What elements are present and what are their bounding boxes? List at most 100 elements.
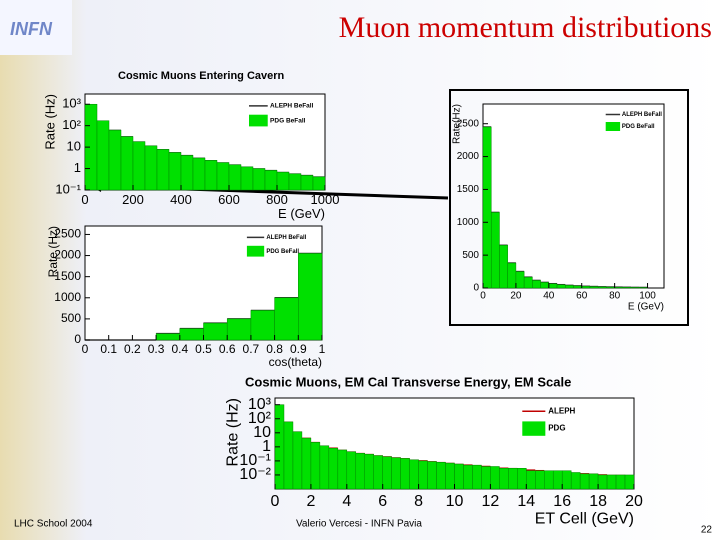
histogram-bar xyxy=(639,287,648,289)
histogram-bar xyxy=(589,286,599,289)
histogram-bar xyxy=(565,285,574,289)
x-tick-label: 6 xyxy=(378,493,387,510)
x-tick-label: 0.2 xyxy=(124,342,141,356)
histogram-bar xyxy=(264,170,278,191)
x-tick-label: 0.7 xyxy=(243,342,260,356)
y-tick-label: 2000 xyxy=(54,248,81,262)
y-tick-label: 1000 xyxy=(457,217,480,228)
histogram-bar xyxy=(490,466,500,490)
page-number: 22 xyxy=(701,525,713,536)
histogram-bar xyxy=(427,461,437,490)
histogram-bar xyxy=(454,463,464,490)
histogram-bar xyxy=(597,474,608,490)
y-tick-label: 10³ xyxy=(62,96,81,111)
histogram-bar xyxy=(570,472,581,490)
y-tick-label: 10⁻¹ xyxy=(55,181,81,196)
histogram-bar xyxy=(228,164,242,191)
y-tick-label: 10⁻² xyxy=(239,466,271,483)
histogram-bar xyxy=(615,474,626,490)
y-axis-label: Rate (Hz) xyxy=(43,94,58,150)
histogram-bar xyxy=(180,155,194,191)
histogram-bar xyxy=(364,453,374,490)
histogram-bar xyxy=(418,460,428,490)
histogram-bar xyxy=(532,280,541,289)
histogram-bar xyxy=(108,129,122,191)
x-tick-label: 12 xyxy=(482,493,500,510)
histogram-bar xyxy=(155,333,181,341)
histogram-bar xyxy=(240,166,254,191)
x-tick-label: 2 xyxy=(306,493,315,510)
legend-label: ALEPH BeFall xyxy=(270,103,314,110)
histogram-bar xyxy=(179,328,204,341)
x-tick-label: 60 xyxy=(576,291,588,302)
x-tick-label: 0.3 xyxy=(148,342,165,356)
histogram-bar xyxy=(535,470,545,490)
histogram-bar xyxy=(409,459,419,490)
y-tick-label: 2000 xyxy=(457,151,480,162)
y-tick-label: 1500 xyxy=(457,184,480,195)
x-tick-label: 4 xyxy=(342,493,351,510)
x-tick-label: 0.1 xyxy=(100,342,117,356)
x-tick-label: 18 xyxy=(589,493,607,510)
footer-left: LHC School 2004 xyxy=(14,519,93,530)
legend-swatch xyxy=(605,122,621,131)
x-tick-label: 20 xyxy=(510,291,522,302)
histogram-bar xyxy=(552,470,563,490)
y-tick-label: 1 xyxy=(74,160,81,175)
x-tick-label: 0 xyxy=(82,342,89,356)
histogram-bar xyxy=(292,431,303,490)
legend-label: ALEPH xyxy=(548,406,575,415)
x-tick-label: 600 xyxy=(218,192,240,207)
histogram-bar xyxy=(481,466,491,490)
histogram-bar xyxy=(319,445,330,490)
x-tick-label: 0.4 xyxy=(171,342,188,356)
histogram-bar xyxy=(540,282,550,289)
x-tick-label: 0.5 xyxy=(195,342,212,356)
legend-label: PDG BeFall xyxy=(270,117,306,124)
histogram-bar xyxy=(252,168,266,191)
histogram-bar xyxy=(499,467,509,490)
y-axis-label: Rate(Hz) xyxy=(452,104,463,144)
x-tick-label: 16 xyxy=(553,493,571,510)
histogram-bar xyxy=(463,464,473,490)
histogram-bar xyxy=(499,245,508,289)
histogram-bar xyxy=(523,276,533,289)
x-tick-label: 100 xyxy=(639,291,656,302)
histogram-bar xyxy=(283,421,294,490)
highlight-box xyxy=(449,89,689,326)
x-tick-label: 0 xyxy=(480,291,486,302)
histogram-bar xyxy=(168,152,182,191)
y-tick-label: 10 xyxy=(253,424,271,441)
y-tick-label: 500 xyxy=(462,250,479,261)
x-tick-label: 1000 xyxy=(311,192,340,207)
y-tick-label: 10 xyxy=(67,139,81,154)
histogram-bar xyxy=(548,283,558,289)
histogram-bar xyxy=(581,286,591,289)
legend-swatch xyxy=(522,421,546,436)
footer-center: Valerio Vercesi - INFN Pavia xyxy=(296,519,422,530)
histogram-bar xyxy=(445,462,455,490)
histogram-bar xyxy=(204,160,218,191)
histogram-bar xyxy=(288,173,302,191)
y-tick-label: 1500 xyxy=(54,269,81,283)
histogram-bar xyxy=(436,462,446,490)
legend-label: ALEPH BeFall xyxy=(266,235,306,241)
histogram-bar xyxy=(144,145,158,191)
y-tick-label: 2500 xyxy=(54,227,81,241)
histogram-bar xyxy=(346,451,357,490)
histogram-bar xyxy=(96,120,110,191)
histogram-bar xyxy=(508,467,518,490)
histogram-bar xyxy=(310,442,321,490)
y-tick-label: 0 xyxy=(473,283,479,294)
chart-title: Cosmic Muons Entering Cavern xyxy=(118,70,285,82)
histogram-bar xyxy=(192,157,206,191)
legend-label: PDG BeFall xyxy=(266,249,299,255)
chart-title: Cosmic Muons, EM Cal Transverse Energy, … xyxy=(245,374,571,389)
histogram-bar xyxy=(298,253,323,341)
histogram-bar xyxy=(588,473,599,490)
y-tick-label: 1 xyxy=(262,438,271,455)
histogram-bar xyxy=(301,437,312,490)
histogram-bar xyxy=(120,136,134,191)
y-tick-label: 1000 xyxy=(54,290,81,304)
